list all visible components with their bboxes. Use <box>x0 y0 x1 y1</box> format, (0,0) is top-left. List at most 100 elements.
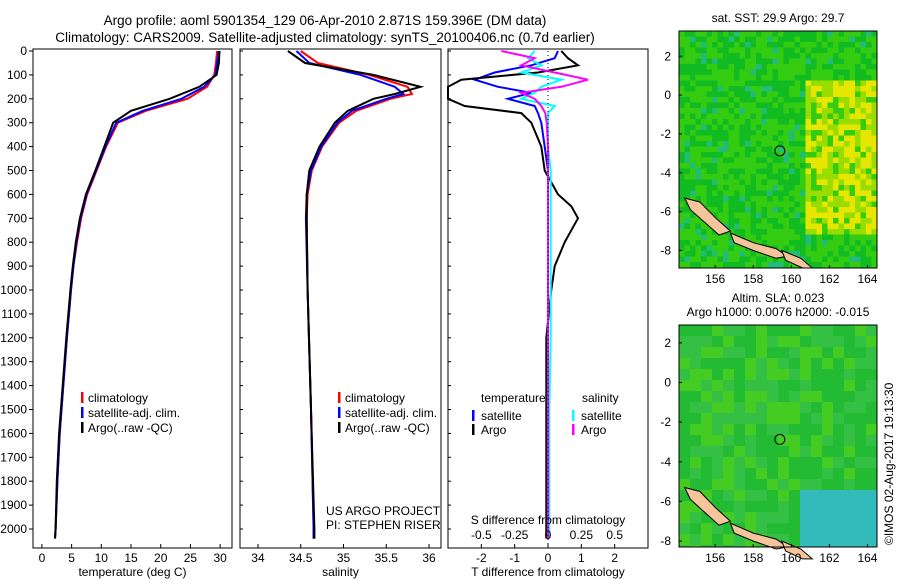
map-cell <box>734 130 740 136</box>
map-cell <box>772 69 778 75</box>
y-tick-label: 0 <box>20 44 27 58</box>
map-cell <box>745 523 756 534</box>
map-cell <box>849 86 855 92</box>
map-cell <box>728 75 734 81</box>
map-cell <box>833 207 839 213</box>
x2-tick-label: 0.5 <box>606 528 623 542</box>
map-cell <box>816 80 822 86</box>
map-cell <box>811 262 817 268</box>
map-cell <box>778 179 784 185</box>
x-tick-label: 10 <box>95 551 109 565</box>
map-cell <box>833 380 844 391</box>
y-tick-label: 800 <box>7 235 27 249</box>
map-cell <box>816 91 822 97</box>
map-cell <box>728 179 734 185</box>
map-cell <box>695 36 701 42</box>
map-cell <box>772 97 778 103</box>
map-cell <box>739 245 745 251</box>
map-cell <box>717 174 723 180</box>
x-tick-label: 20 <box>154 551 168 565</box>
map-cell <box>712 325 723 336</box>
map-cell <box>701 31 707 37</box>
map-cell <box>789 185 795 191</box>
map-cell <box>816 146 822 152</box>
map-cell <box>871 42 877 48</box>
map-cell <box>783 245 789 251</box>
map-cell <box>756 196 762 202</box>
map-cell <box>778 157 784 163</box>
map-cell <box>805 69 811 75</box>
map-cell <box>772 102 778 108</box>
map-cell <box>701 124 707 130</box>
map-cell <box>734 201 740 207</box>
map-cell <box>789 347 800 358</box>
map-cell <box>701 42 707 48</box>
map-cell <box>844 91 850 97</box>
map-cell <box>756 108 762 114</box>
map-cell <box>849 97 855 103</box>
map-cell <box>756 545 767 547</box>
map-cell <box>723 190 729 196</box>
map-cell <box>860 262 866 268</box>
map-cell <box>767 179 773 185</box>
map-cell <box>695 91 701 97</box>
map-cell <box>723 251 729 257</box>
map-cell <box>734 196 740 202</box>
map-cell <box>684 185 690 191</box>
map-cell <box>728 251 734 257</box>
map-cell <box>750 262 756 268</box>
map-cell <box>778 91 784 97</box>
map-cell <box>739 97 745 103</box>
legend-label: satellite-adj. clim. <box>88 406 180 420</box>
map-cell <box>822 141 828 147</box>
map-cell <box>783 223 789 229</box>
map-cell <box>860 75 866 81</box>
map-cell <box>684 240 690 246</box>
argo-float-marker <box>774 145 786 157</box>
map-cell <box>844 36 850 42</box>
map-cell <box>805 157 811 163</box>
map-cell <box>734 325 745 336</box>
map-cell <box>756 369 767 380</box>
map-cell <box>756 325 767 336</box>
map-cell <box>712 336 723 347</box>
map-cell <box>866 347 877 358</box>
map-cell <box>855 108 861 114</box>
map-cell <box>822 36 828 42</box>
map-cell <box>871 157 877 163</box>
map-cell <box>706 157 712 163</box>
map-cell <box>805 212 811 218</box>
map-cell <box>706 163 712 169</box>
map-cell <box>866 251 872 257</box>
map-cell <box>833 190 839 196</box>
map-cell <box>772 190 778 196</box>
map-cell <box>789 424 800 435</box>
map-cell <box>800 201 806 207</box>
map-cell <box>833 435 844 446</box>
map-cell <box>789 212 795 218</box>
map-cell <box>827 53 833 59</box>
map-cell <box>838 75 844 81</box>
map-cell <box>855 369 866 380</box>
map-cell <box>767 91 773 97</box>
y-tick-label: 1600 <box>0 426 27 440</box>
map-cell <box>789 262 795 268</box>
map-cell <box>750 31 756 37</box>
map-frame <box>678 30 878 269</box>
map-cell <box>833 325 844 336</box>
series-line-s-argo <box>501 50 589 539</box>
map-cell <box>822 240 828 246</box>
map-cell <box>684 97 690 103</box>
map-cell <box>855 47 861 53</box>
map-cell <box>712 53 718 59</box>
map-cell <box>838 47 844 53</box>
map-cell <box>827 75 833 81</box>
map-cell <box>756 256 762 262</box>
map-cell <box>816 157 822 163</box>
map-cell <box>833 86 839 92</box>
map-cell <box>767 97 773 103</box>
map-cell <box>695 108 701 114</box>
map-cell <box>745 479 756 490</box>
map-cell <box>800 86 806 92</box>
map-cell <box>822 512 833 523</box>
